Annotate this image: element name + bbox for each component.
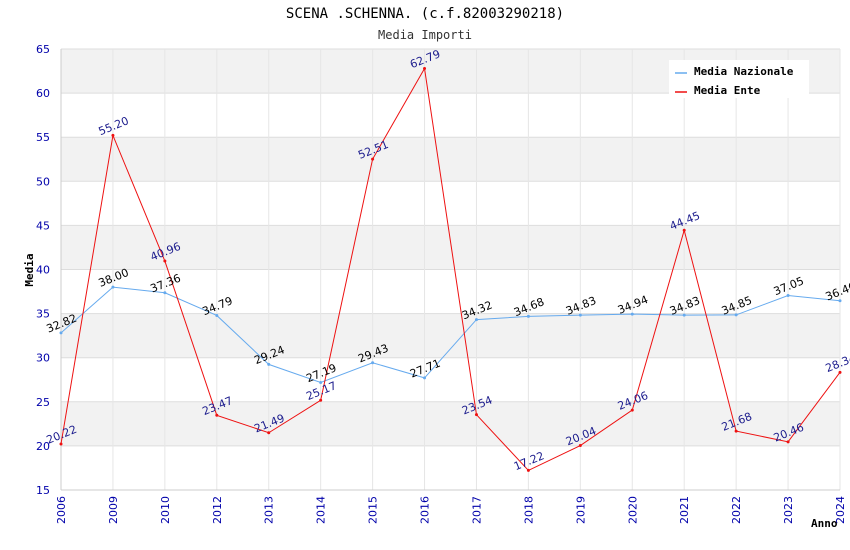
y-tick-label: 45 bbox=[36, 219, 50, 232]
y-tick-label: 30 bbox=[36, 352, 50, 365]
y-tick-label: 35 bbox=[36, 308, 50, 321]
legend: Media Nazionale Media Ente bbox=[669, 60, 809, 98]
y-tick-label: 40 bbox=[36, 264, 50, 277]
data-point-media-nazionale bbox=[59, 331, 63, 335]
x-axis-label: Anno bbox=[811, 517, 838, 530]
x-tick-label: 2020 bbox=[626, 496, 639, 524]
x-tick-label: 2009 bbox=[107, 496, 120, 524]
data-point-media-ente bbox=[423, 66, 427, 70]
y-tick-label: 15 bbox=[36, 484, 50, 497]
series-lines bbox=[59, 66, 842, 472]
background-band bbox=[61, 445, 840, 490]
data-point-media-nazionale bbox=[630, 312, 634, 316]
x-tick-label: 2013 bbox=[263, 496, 276, 524]
y-tick-label: 65 bbox=[36, 43, 50, 56]
y-tick-labels: 15 20 25 30 35 40 45 50 55 60 65 bbox=[36, 43, 50, 497]
data-point-media-ente bbox=[526, 468, 530, 472]
data-point-media-nazionale bbox=[578, 313, 582, 317]
background-band bbox=[61, 93, 840, 138]
data-point-media-nazionale bbox=[319, 380, 323, 384]
data-point-media-nazionale bbox=[526, 314, 530, 318]
data-point-media-ente bbox=[474, 413, 478, 417]
data-point-media-ente bbox=[163, 259, 167, 263]
x-tick-label: 2015 bbox=[367, 496, 380, 524]
data-point-media-ente bbox=[59, 442, 63, 446]
background-band bbox=[61, 181, 840, 226]
y-tick-label: 50 bbox=[36, 175, 50, 188]
data-point-media-ente bbox=[734, 429, 738, 433]
data-point-media-ente bbox=[682, 228, 686, 232]
data-point-media-ente bbox=[838, 370, 842, 374]
plot-background-bands bbox=[61, 49, 840, 490]
x-tick-label: 2021 bbox=[678, 496, 691, 524]
x-tick-label: 2006 bbox=[55, 496, 68, 524]
series-line-media-ente bbox=[60, 66, 841, 472]
legend-label-media-ente: Media Ente bbox=[694, 84, 761, 97]
x-tick-label: 2022 bbox=[730, 496, 743, 524]
chart-title: SCENA .SCHENNA. (c.f.82003290218) bbox=[286, 6, 564, 22]
x-tick-label: 2012 bbox=[211, 496, 224, 524]
data-point-media-nazionale bbox=[838, 299, 842, 303]
background-band bbox=[61, 313, 840, 358]
data-point-media-nazionale bbox=[474, 318, 478, 322]
y-axis-label: Media bbox=[23, 253, 36, 286]
data-point-media-ente bbox=[319, 398, 323, 402]
data-point-media-ente bbox=[371, 157, 375, 161]
data-point-media-nazionale bbox=[734, 313, 738, 317]
data-point-media-ente bbox=[215, 413, 219, 417]
legend-box bbox=[669, 60, 809, 98]
background-band bbox=[61, 269, 840, 314]
background-band bbox=[61, 225, 840, 270]
background-band bbox=[61, 401, 840, 446]
background-band bbox=[61, 357, 840, 402]
data-point-media-ente bbox=[267, 431, 271, 435]
x-tick-label: 2024 bbox=[834, 496, 847, 524]
x-tick-label: 2016 bbox=[419, 496, 432, 524]
data-point-media-ente bbox=[630, 408, 634, 412]
background-band bbox=[61, 137, 840, 182]
x-tick-label: 2017 bbox=[470, 496, 483, 524]
y-tick-label: 20 bbox=[36, 440, 50, 453]
data-point-media-ente bbox=[578, 444, 582, 448]
x-tick-labels: 2006 2009 2010 2012 2013 2014 2015 2016 2017 2018… bbox=[55, 496, 847, 524]
data-point-media-nazionale bbox=[371, 361, 375, 365]
x-tick-label: 2014 bbox=[315, 496, 328, 524]
data-point-media-nazionale bbox=[786, 294, 790, 298]
data-point-media-nazionale bbox=[163, 291, 167, 295]
data-point-media-nazionale bbox=[215, 313, 219, 317]
data-point-media-nazionale bbox=[111, 285, 115, 289]
y-tick-label: 55 bbox=[36, 131, 50, 144]
data-point-media-nazionale bbox=[423, 376, 427, 380]
x-tick-label: 2018 bbox=[522, 496, 535, 524]
y-tick-label: 60 bbox=[36, 87, 50, 100]
y-tick-label: 25 bbox=[36, 396, 50, 409]
data-point-media-ente bbox=[786, 440, 790, 444]
data-point-media-ente bbox=[111, 133, 115, 137]
chart-subtitle: Media Importi bbox=[378, 28, 472, 42]
x-tick-label: 2010 bbox=[159, 496, 172, 524]
x-tick-label: 2023 bbox=[782, 496, 795, 524]
x-tick-label: 2019 bbox=[574, 496, 587, 524]
series-line-media-nazionale bbox=[60, 286, 841, 384]
data-point-media-nazionale bbox=[682, 313, 686, 317]
data-point-media-nazionale bbox=[267, 362, 271, 366]
legend-label-media-nazionale: Media Nazionale bbox=[694, 65, 794, 78]
